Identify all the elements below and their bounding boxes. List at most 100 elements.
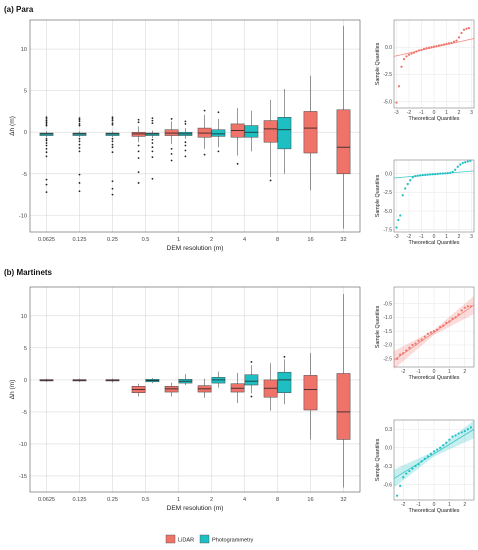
x-tick-label: 2: [210, 497, 213, 503]
box-photo-0.5: [145, 132, 160, 136]
qq-point: [405, 349, 408, 352]
box-photo-0.125-outlier: [78, 124, 81, 127]
qq-point: [464, 161, 467, 164]
x-tick-label: 4: [243, 237, 246, 243]
box-lidar-4-outlier: [236, 162, 239, 165]
box-photo-0.25-outlier: [111, 116, 114, 119]
plot-border: [29, 286, 361, 493]
qq-point: [457, 432, 460, 435]
qq-point: [395, 357, 399, 360]
qq-point: [420, 48, 423, 51]
x-tick-label: 0.5: [142, 497, 150, 503]
qq-point: [432, 45, 436, 48]
qq-y-tick-label: -2.5: [383, 357, 392, 363]
qq-point: [442, 444, 445, 447]
qq-point: [412, 51, 416, 54]
qq-point: [405, 472, 408, 475]
y-tick-label: 5: [24, 89, 27, 95]
qq-y-tick-label: -0.5: [383, 301, 392, 307]
box-photo-0.125-outlier: [78, 123, 81, 125]
box-photo-0.0625-outlier: [45, 118, 48, 120]
box-photo-0.25-outlier: [111, 122, 114, 124]
qq-point: [440, 43, 443, 47]
box-lidar-1-outlier: [170, 159, 173, 162]
qq-point: [466, 305, 469, 308]
qq-plot-border: [393, 19, 475, 109]
box-photo-1-outlier: [184, 155, 187, 158]
qq-point: [400, 65, 403, 68]
qq-x-tick-label: -1: [416, 369, 421, 375]
qq-point: [407, 53, 411, 56]
box-photo-0.125-outlier: [78, 137, 81, 140]
box-photo-0.25-outlier: [111, 123, 114, 126]
x-tick-label: 32: [340, 237, 346, 243]
qq-point: [405, 55, 408, 58]
qq-point: [421, 173, 424, 177]
box-photo-0.25-outlier: [111, 143, 114, 146]
qq-point: [417, 339, 420, 342]
qq-point: [424, 173, 427, 176]
legend-label-lidar: LiDAR: [178, 538, 194, 544]
box-photo-0.5-outlier: [151, 138, 154, 141]
box-lidar-0.5-outlier: [137, 182, 140, 184]
qq-point: [435, 328, 439, 331]
qq-point: [435, 44, 438, 48]
qq-point: [427, 46, 431, 49]
box-lidar-0.5-outlier: [137, 150, 140, 153]
qq-point: [399, 484, 402, 487]
qq-x-tick-label: 0: [433, 502, 436, 508]
qq-x-tick-label: -1: [419, 110, 424, 116]
x-tick-label: 0.5: [142, 237, 150, 243]
qq-x-axis-label: Theoretical Quantiles: [409, 508, 460, 514]
x-tick-label: 0.25: [107, 497, 118, 503]
qq-plot-border: [393, 159, 475, 233]
qq-point: [432, 330, 436, 333]
qq-y-tick-label: 0.0: [385, 45, 392, 51]
qq-para-photo: -3 -2 -1 0 1 2 3 -7.5 -5.0 -2.5 0.0 Theoretical Qua…: [375, 159, 475, 246]
qq-point: [462, 28, 466, 31]
legend: LiDAR Photogrammetry: [165, 534, 254, 544]
qq-point: [439, 172, 442, 175]
box-photo-0.125-outlier: [78, 120, 81, 123]
qq-y-tick-label: 0.3: [385, 427, 392, 433]
qq-x-axis-label: Theoretical Quantiles: [409, 116, 460, 122]
qq-x-tick-label: 2: [458, 234, 461, 240]
qq-point: [397, 218, 400, 222]
y-axis-label: Δh (m): [9, 380, 16, 400]
qq-point: [451, 170, 454, 174]
boxplot-martinets: -15 -10 -5 0 5 10 0.0625 0.125 0.25 0.5 1 2 4 8 16 32 DE…: [9, 286, 361, 512]
x-tick-label: 1: [177, 497, 180, 503]
box-photo-0.25-outlier: [111, 187, 114, 190]
qq-plot-border: [393, 286, 475, 368]
x-tick-label: 0.125: [73, 237, 87, 243]
qq-para-lidar: -3 -2 -1 0 1 2 3 -5.0 -2.5 0.0 Theoretical Quantil…: [375, 19, 475, 122]
qq-point: [459, 163, 462, 166]
qq-y-tick-label: -1.5: [383, 329, 392, 335]
qq-y-tick-label: -2.5: [383, 190, 392, 196]
y-tick-label: -10: [19, 442, 27, 448]
qq-point: [417, 463, 420, 466]
box-lidar-0.5-outlier: [137, 121, 140, 124]
plot-border: [29, 19, 361, 233]
qq-x-tick-label: 1: [448, 369, 451, 375]
qq-y-tick-label: -2.0: [383, 343, 392, 349]
qq-x-tick-label: 0: [433, 110, 436, 116]
box-photo-0.5-outlier: [151, 177, 154, 180]
qq-y-tick-label: -0.3: [383, 464, 392, 470]
box-photo-0.125-outlier: [78, 117, 81, 120]
y-axis-label: Δh (m): [9, 116, 16, 136]
qq-point: [442, 43, 446, 46]
qq-point: [461, 161, 464, 165]
qq-point: [454, 434, 457, 437]
box-photo-0.0625-outlier: [45, 144, 48, 147]
box-photo-0.0625-outlier: [45, 139, 48, 142]
qq-point: [437, 44, 441, 47]
qq-x-tick-label: -3: [394, 110, 399, 116]
qq-point: [469, 426, 473, 429]
box-photo-2: [211, 129, 226, 137]
qq-point: [404, 187, 407, 190]
box-photo-2-outlier: [217, 150, 220, 153]
box-photo-0.25-outlier: [111, 140, 114, 143]
qq-point: [469, 159, 472, 162]
qq-y-tick-label: -5.0: [383, 99, 392, 105]
